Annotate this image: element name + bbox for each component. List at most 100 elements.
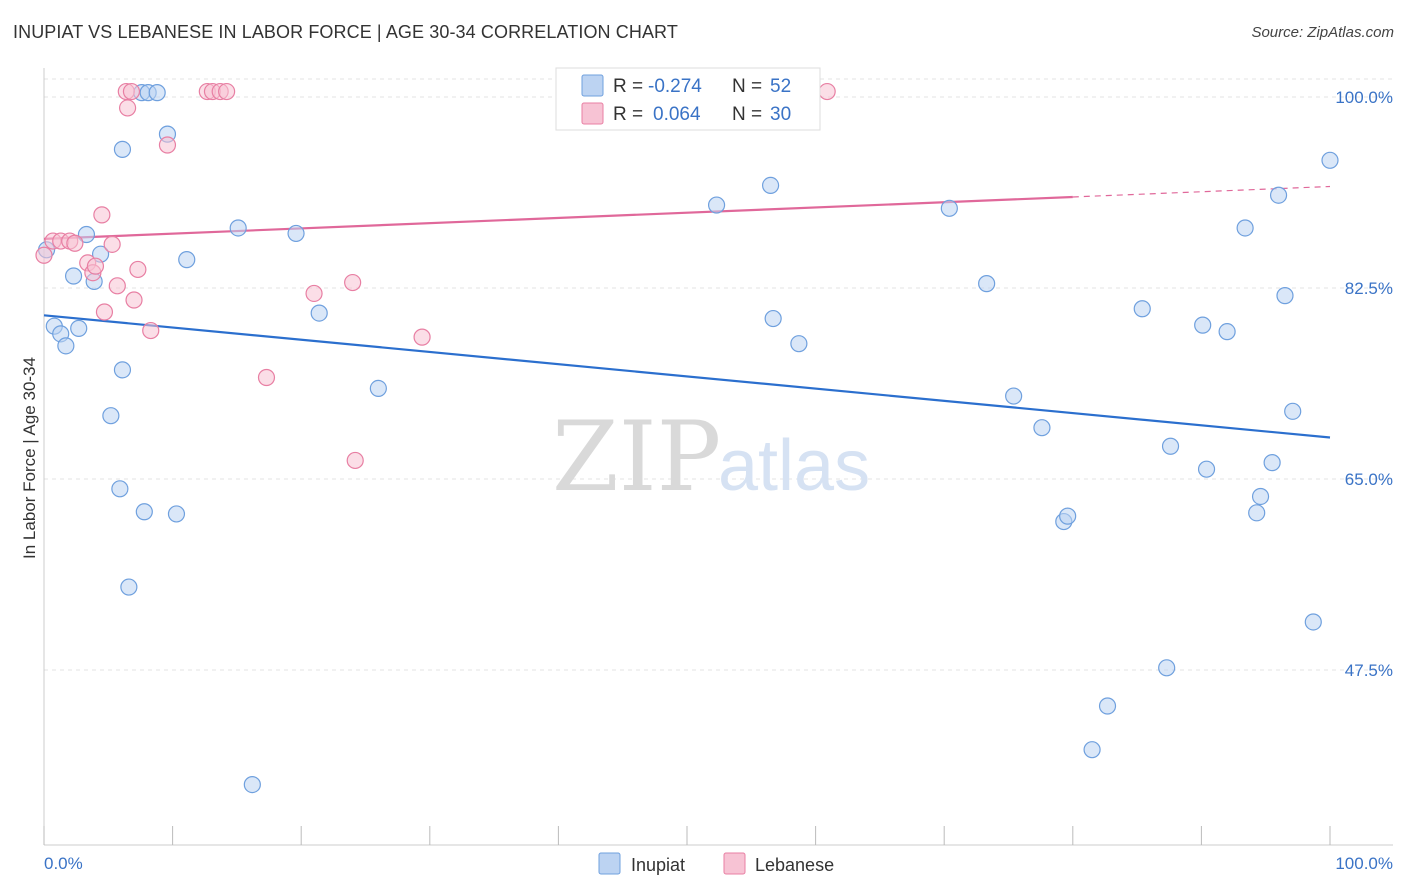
source-credit: Source: ZipAtlas.com — [1251, 24, 1394, 41]
data-point-inupiat — [64, 267, 83, 285]
data-point-inupiat — [1005, 387, 1023, 405]
x-tick-label-min: 0.0% — [44, 854, 83, 873]
legend-r-value-inupiat: -0.274 — [648, 76, 702, 97]
trend-line-inupiat — [43, 314, 1331, 439]
data-point-inupiat — [113, 140, 132, 158]
data-point-inupiat — [102, 407, 120, 425]
data-point-lebanese — [346, 451, 364, 470]
y-axis-label: In Labor Force | Age 30-34 — [20, 357, 39, 559]
axes — [43, 68, 1393, 846]
data-point-lebanese — [35, 246, 53, 264]
data-point-inupiat — [707, 196, 726, 214]
trend-line-extension-lebanese — [1072, 185, 1331, 198]
data-point-inupiat — [1263, 454, 1281, 472]
legend-swatch-lebanese — [581, 102, 604, 125]
data-point-inupiat — [1284, 402, 1302, 420]
data-point-inupiat — [369, 379, 387, 398]
data-point-inupiat — [1304, 613, 1322, 631]
data-point-lebanese — [86, 257, 105, 275]
data-point-lebanese — [95, 303, 114, 321]
data-point-inupiat — [1059, 507, 1077, 525]
legend-swatch-inupiat — [581, 74, 604, 97]
bottom-legend-swatch-lebanese — [723, 852, 746, 875]
data-points — [35, 82, 1339, 794]
data-point-inupiat — [940, 199, 958, 217]
legend-r-label-lebanese: R = — [613, 104, 643, 125]
data-point-inupiat — [178, 251, 196, 269]
data-point-inupiat — [764, 309, 782, 328]
data-point-inupiat — [1098, 697, 1117, 715]
trend-line-lebanese — [43, 195, 1073, 240]
data-point-lebanese — [257, 368, 276, 387]
data-point-inupiat — [167, 505, 186, 523]
data-point-inupiat — [1133, 300, 1151, 318]
data-point-inupiat — [148, 84, 166, 102]
stats-legend: R = -0.274 N = 52 R = 0.064 N = 30 — [555, 67, 821, 131]
x-tick-label-max: 100.0% — [1335, 854, 1393, 873]
data-point-inupiat — [1269, 186, 1288, 204]
data-point-inupiat — [1197, 460, 1216, 478]
data-point-lebanese — [93, 206, 111, 224]
legend-n-value-inupiat: 52 — [770, 76, 791, 97]
y-tick-label: 65.0% — [1345, 470, 1393, 489]
data-point-lebanese — [129, 260, 147, 279]
watermark-zip: ZIP — [552, 401, 721, 513]
data-point-lebanese — [125, 291, 143, 309]
watermark-atlas: atlas — [718, 426, 870, 506]
data-point-lebanese — [122, 82, 141, 101]
data-point-lebanese — [344, 273, 362, 292]
data-point-lebanese — [305, 284, 323, 303]
data-point-inupiat — [243, 775, 261, 794]
data-point-lebanese — [103, 235, 121, 253]
data-point-lebanese — [118, 99, 137, 117]
data-point-inupiat — [1158, 659, 1176, 677]
data-point-inupiat — [113, 361, 132, 379]
y-tick-label: 100.0% — [1335, 88, 1393, 107]
legend-n-label-lebanese: N = — [732, 104, 762, 125]
data-point-inupiat — [1236, 219, 1254, 237]
data-point-inupiat — [1251, 487, 1270, 506]
data-point-inupiat — [978, 275, 996, 293]
data-point-inupiat — [1194, 316, 1212, 334]
data-point-inupiat — [790, 335, 808, 353]
chart-title: INUPIAT VS LEBANESE IN LABOR FORCE | AGE… — [13, 22, 678, 42]
data-point-inupiat — [761, 176, 780, 195]
data-point-lebanese — [158, 136, 177, 154]
data-point-inupiat — [57, 337, 75, 355]
data-point-lebanese — [413, 328, 431, 346]
data-point-lebanese — [66, 234, 84, 252]
bottom-legend-label-lebanese: Lebanese — [755, 855, 834, 875]
data-point-inupiat — [1248, 504, 1266, 522]
y-tick-labels: 100.0% 82.5% 65.0% 47.5% — [1335, 88, 1393, 680]
data-point-inupiat — [1218, 323, 1236, 341]
data-point-inupiat — [1083, 741, 1101, 759]
watermark: ZIP atlas — [552, 401, 870, 513]
bottom-legend-label-inupiat: Inupiat — [631, 855, 685, 875]
legend-r-label-inupiat: R = — [613, 76, 643, 97]
data-point-inupiat — [135, 503, 153, 521]
series-legend: Inupiat Lebanese — [598, 852, 834, 875]
data-point-inupiat — [111, 480, 129, 498]
y-tick-label: 47.5% — [1345, 661, 1393, 680]
legend-r-value-lebanese: 0.064 — [653, 104, 701, 125]
data-point-inupiat — [1276, 287, 1294, 305]
data-point-inupiat — [77, 225, 96, 244]
grid-lines — [44, 78, 1393, 671]
data-point-inupiat — [120, 578, 138, 596]
y-tick-label: 82.5% — [1345, 279, 1393, 298]
data-point-inupiat — [229, 219, 247, 237]
data-point-inupiat — [70, 319, 88, 337]
data-point-inupiat — [1033, 419, 1051, 437]
data-point-lebanese — [108, 277, 126, 295]
data-point-lebanese — [818, 82, 836, 101]
legend-n-value-lebanese: 30 — [770, 104, 791, 125]
data-point-inupiat — [1161, 437, 1180, 455]
series-lebanese — [35, 82, 836, 470]
data-point-inupiat — [310, 304, 328, 322]
data-point-inupiat — [287, 224, 305, 243]
data-point-lebanese — [218, 82, 236, 101]
data-point-lebanese — [142, 321, 160, 340]
trend-lines — [43, 185, 1331, 439]
data-point-inupiat — [1321, 151, 1339, 169]
